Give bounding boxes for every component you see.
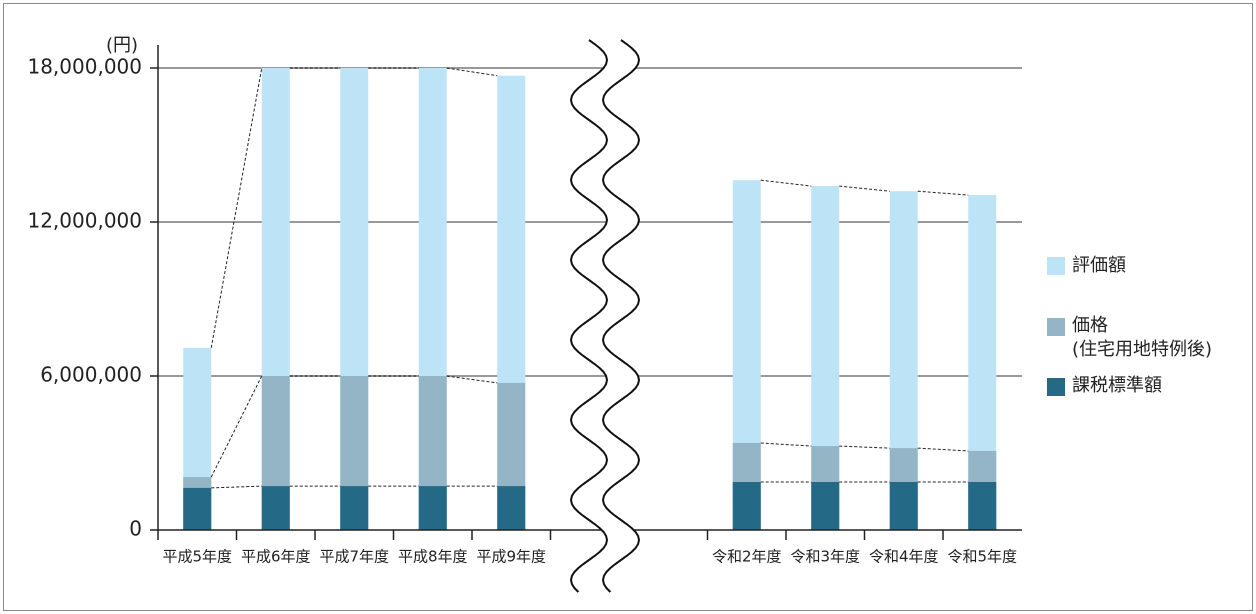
bar: [497, 486, 526, 530]
connector: [917, 447, 969, 452]
connector: [446, 67, 498, 77]
bar: [968, 482, 997, 530]
axis-break-line: [569, 39, 609, 593]
y-tick-label: 6,000,000: [40, 363, 142, 387]
y-tick-label: 18,000,000: [27, 55, 142, 79]
connector: [760, 442, 812, 447]
x-tick-label: 平成5年度: [162, 548, 232, 566]
connector: [917, 190, 969, 196]
axis-break: [571, 40, 639, 592]
connector: [210, 375, 263, 478]
bar: [261, 486, 290, 530]
y-unit: (円): [106, 35, 138, 56]
bar: [340, 486, 369, 530]
x-tick-label: 平成8年度: [398, 548, 468, 566]
bar: [732, 482, 761, 530]
connector: [839, 445, 890, 449]
connector: [210, 67, 263, 348]
y-tick-label: 0: [129, 517, 142, 541]
connector: [760, 179, 812, 187]
frame: [3, 3, 1253, 611]
connector: [839, 185, 890, 192]
legend-label: 評価額: [1072, 255, 1126, 276]
bar: [183, 487, 212, 530]
bar: [889, 482, 918, 530]
legend-label: 課税標準額: [1072, 375, 1162, 396]
legend-swatch: [1047, 318, 1065, 336]
x-tick-label: 令和3年度: [790, 548, 860, 566]
x-tick-label: 令和5年度: [947, 548, 1017, 566]
connector: [211, 485, 262, 489]
x-tick-label: 平成6年度: [241, 548, 311, 566]
bar: [811, 482, 840, 530]
bar: [418, 486, 447, 530]
y-tick-label: 12,000,000: [27, 209, 142, 233]
x-tick-label: 令和2年度: [712, 548, 782, 566]
legend-swatch: [1047, 257, 1065, 275]
axis-break-line: [601, 39, 641, 593]
connector: [446, 375, 498, 384]
x-tick-label: 令和4年度: [869, 548, 939, 566]
x-tick-label: 平成7年度: [319, 548, 389, 566]
legend-label: 価格 (住宅用地特例後): [1072, 315, 1213, 360]
legend-swatch: [1047, 378, 1065, 396]
x-tick-label: 平成9年度: [476, 548, 546, 566]
